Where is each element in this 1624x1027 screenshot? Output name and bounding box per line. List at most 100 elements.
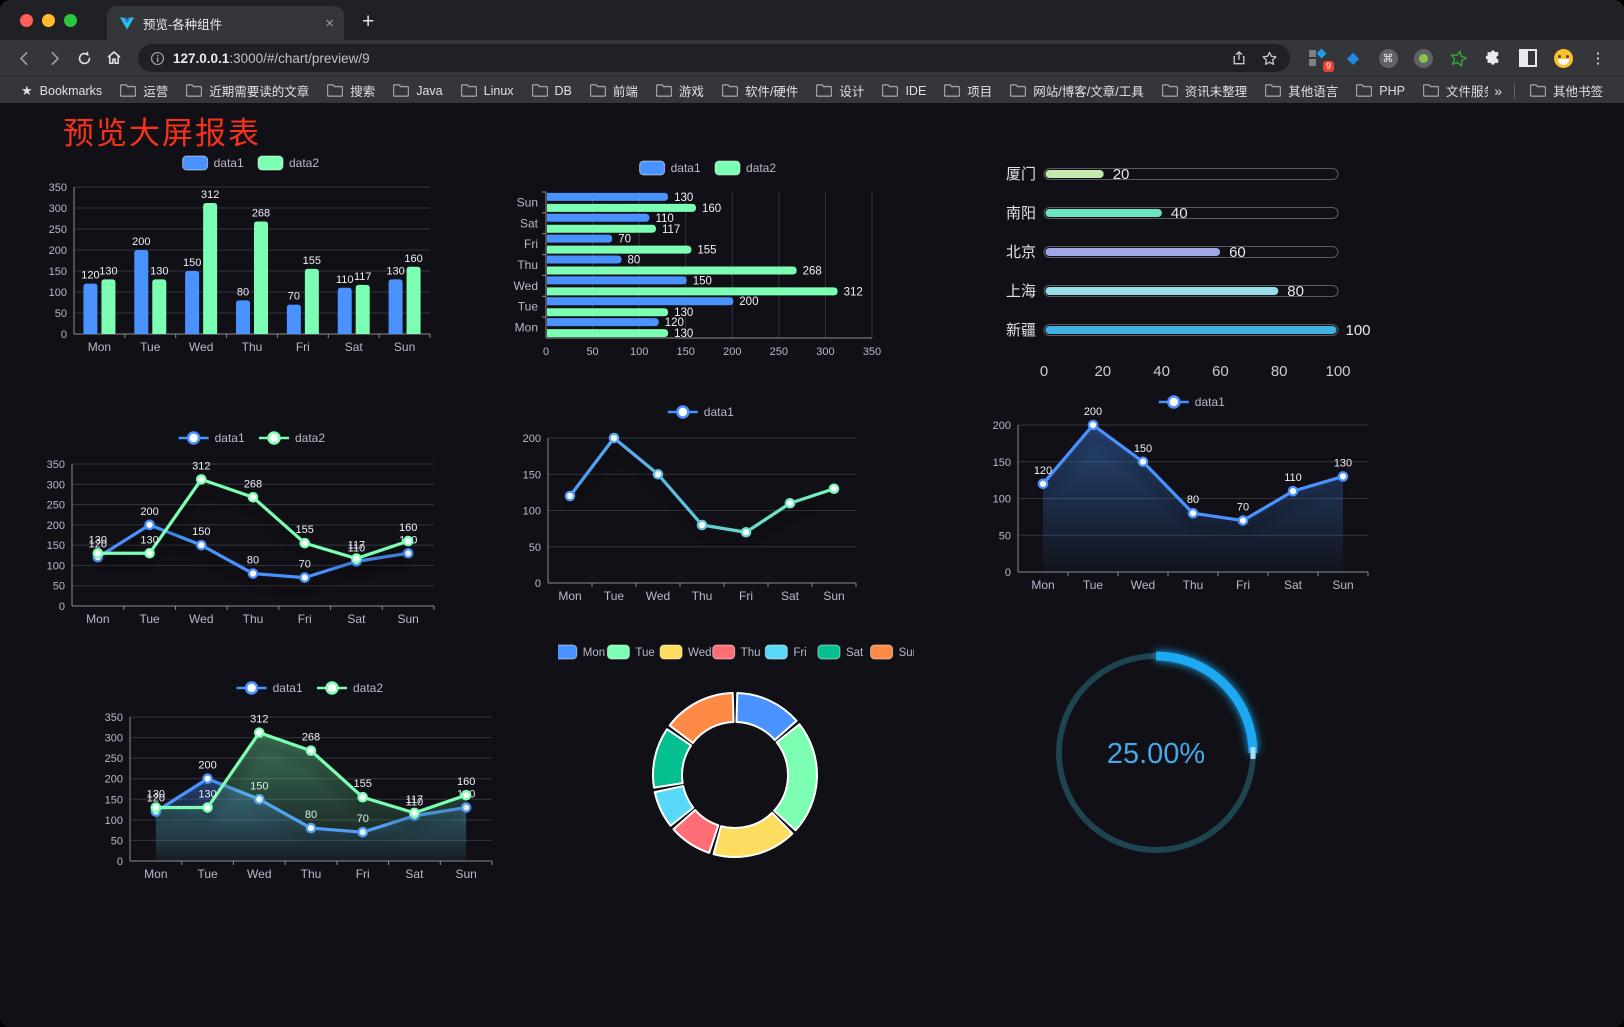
- svg-text:350: 350: [863, 346, 881, 358]
- svg-text:110: 110: [336, 274, 354, 286]
- forward-button[interactable]: [40, 44, 68, 72]
- bookmark-item-bookmarks[interactable]: ★ Bookmarks: [12, 81, 111, 101]
- bookmark-folder[interactable]: Java: [384, 82, 451, 100]
- bookmark-folder[interactable]: 项目: [935, 79, 1001, 102]
- chart-canvas: data1 data2 0 50 100 150 200 250 300 350 Mon Tue Wed…: [105, 681, 493, 881]
- darkmode-extension-icon[interactable]: [1518, 48, 1538, 68]
- bookmark-folder[interactable]: 软件/硬件: [713, 79, 807, 102]
- svg-text:data1: data1: [273, 681, 303, 695]
- bookmark-folder-label: PHP: [1379, 83, 1405, 98]
- reload-icon: [78, 50, 90, 64]
- svg-text:130: 130: [198, 789, 216, 801]
- folder-icon: [393, 84, 410, 97]
- bookmark-star-icon[interactable]: [1261, 50, 1278, 67]
- home-button[interactable]: [100, 44, 128, 72]
- svg-text:120: 120: [665, 317, 684, 329]
- chart-legend[interactable]: Mon Tue Wed Thu Fri Sat Sun: [558, 644, 914, 660]
- grid-extension-icon[interactable]: 9: [1308, 48, 1334, 72]
- command-extension-icon[interactable]: ⌘: [1378, 48, 1398, 68]
- forward-arrow-icon: [51, 51, 59, 65]
- svg-text:Tue: Tue: [1083, 578, 1104, 592]
- bookmark-folder[interactable]: 运营: [111, 79, 177, 102]
- extensions-puzzle-icon[interactable]: [1483, 48, 1503, 68]
- svg-text:200: 200: [1084, 406, 1102, 418]
- bookmark-folder[interactable]: 网站/博客/文章/工具: [1001, 79, 1152, 102]
- bookmark-folder[interactable]: 前端: [581, 79, 647, 102]
- horizontal-bar-chart[interactable]: data1 data2 0 50 100 150 200 250 300 350 130 160 110…: [498, 152, 894, 367]
- bookmark-folder[interactable]: 搜索: [318, 79, 384, 102]
- bookmark-folder[interactable]: 文件服务器: [1414, 79, 1488, 102]
- single-area-chart[interactable]: data1 0 50 100 150 200 Mon Tue Wed Thu Fri Sat Sun 12…: [974, 388, 1376, 596]
- minimize-window-button[interactable]: [42, 14, 55, 27]
- svg-text:Wed: Wed: [514, 279, 538, 293]
- svg-text:200: 200: [723, 346, 741, 358]
- bookmark-folder[interactable]: IDE: [873, 82, 935, 100]
- bookmark-folder[interactable]: Linux: [452, 82, 523, 100]
- fullscreen-window-button[interactable]: [64, 14, 77, 27]
- reload-button[interactable]: [70, 44, 98, 72]
- svg-text:312: 312: [201, 189, 219, 201]
- svg-text:268: 268: [803, 266, 822, 278]
- gauge-chart[interactable]: 25.00%: [1042, 630, 1274, 880]
- new-tab-button[interactable]: +: [362, 10, 375, 33]
- site-info-icon[interactable]: [150, 51, 165, 66]
- chart-legend[interactable]: data1 data2: [182, 155, 320, 171]
- browser-tab[interactable]: 预览-各种组件 ×: [107, 6, 344, 40]
- bookmarks-overflow-chevron[interactable]: »: [1494, 82, 1502, 99]
- chart-legend[interactable]: data1 data2: [178, 431, 326, 445]
- bookmark-folder-label: 近期需要读的文章: [209, 85, 310, 99]
- svg-text:250: 250: [49, 224, 67, 236]
- bookmark-folder[interactable]: PHP: [1347, 82, 1414, 100]
- svg-text:Wed: Wed: [688, 647, 711, 659]
- recorder-extension-icon[interactable]: [1413, 48, 1433, 68]
- svg-text:Mon: Mon: [558, 589, 581, 603]
- svg-text:160: 160: [702, 203, 721, 215]
- svg-text:25.00%: 25.00%: [1107, 738, 1205, 770]
- chart-legend[interactable]: data1 data2: [639, 160, 777, 176]
- donut-chart[interactable]: Mon Tue Wed Thu Fri Sat Sun: [558, 636, 914, 892]
- bookmark-folder-label: Java: [416, 83, 443, 98]
- svg-text:50: 50: [55, 308, 67, 320]
- share-icon[interactable]: [1231, 50, 1247, 66]
- svg-text:150: 150: [183, 257, 201, 269]
- bookmark-folder[interactable]: 设计: [807, 79, 873, 102]
- svg-text:Sun: Sun: [1332, 578, 1353, 592]
- browser-menu-button[interactable]: ⋮: [1590, 50, 1606, 67]
- two-series-area-chart[interactable]: data1 data2 0 50 100 150 200 250 300 350 Mon Tue Wed…: [100, 674, 500, 890]
- bookmark-folder[interactable]: 资讯未整理: [1153, 79, 1257, 102]
- folder-icon: [531, 84, 548, 97]
- gradient-line-chart[interactable]: data1 0 50 100 150 200 Mon Tue Wed Thu Fri Sat Sun: [498, 398, 892, 612]
- profile-avatar[interactable]: [1553, 48, 1573, 68]
- chart-legend[interactable]: data1: [667, 405, 734, 419]
- folder-icon: [655, 84, 672, 97]
- bookmark-folder[interactable]: 游戏: [647, 79, 713, 102]
- bookmark-folder-label: 设计: [839, 85, 865, 99]
- bookmark-folder-label: 文件服务器: [1445, 85, 1488, 99]
- bookmark-folder[interactable]: 其他语言: [1256, 79, 1347, 102]
- tab-close-icon[interactable]: ×: [325, 14, 334, 32]
- donut-segments: [652, 692, 818, 858]
- chart-legend[interactable]: data1: [1158, 395, 1225, 409]
- svg-text:268: 268: [302, 732, 320, 744]
- other-bookmarks-button[interactable]: 其他书签: [1521, 79, 1612, 102]
- chart-canvas: data1 0 50 100 150 200 Mon Tue Wed Thu Fri Sat Sun 12…: [993, 395, 1369, 592]
- close-window-button[interactable]: [20, 14, 33, 27]
- gem-extension-icon[interactable]: ◆: [1346, 50, 1360, 67]
- svg-text:Mon: Mon: [1031, 578, 1054, 592]
- bookmark-folder[interactable]: DB: [523, 82, 581, 100]
- svg-text:130: 130: [674, 328, 693, 340]
- url-bar[interactable]: 127.0.0.1:3000/#/chart/preview/9: [138, 44, 1290, 72]
- bookmark-folder[interactable]: 近期需要读的文章: [177, 79, 318, 102]
- chart-legend[interactable]: data1 data2: [236, 681, 384, 695]
- svg-text:160: 160: [404, 253, 422, 265]
- star-extension-icon[interactable]: [1448, 48, 1468, 68]
- grouped-bar-chart[interactable]: data1 data2 0 50 100 150 200 250 300 350 Mon Tue Wed…: [38, 147, 440, 365]
- svg-text:data1: data1: [704, 405, 734, 419]
- progress-bar-chart[interactable]: 厦门 20 南阳 40 北京 60 上海 80 新疆 100 0 20 40 60 80 100: [986, 152, 1390, 388]
- bookmark-folder-label: IDE: [905, 83, 927, 98]
- back-button[interactable]: [10, 44, 38, 72]
- url-host: 127.0.0.1: [173, 50, 230, 66]
- bookmark-folder-label: 软件/硬件: [744, 85, 799, 99]
- two-series-line-chart[interactable]: data1 data2 0 50 100 150 200 250 300 350 Mon Tue Wed…: [46, 424, 442, 638]
